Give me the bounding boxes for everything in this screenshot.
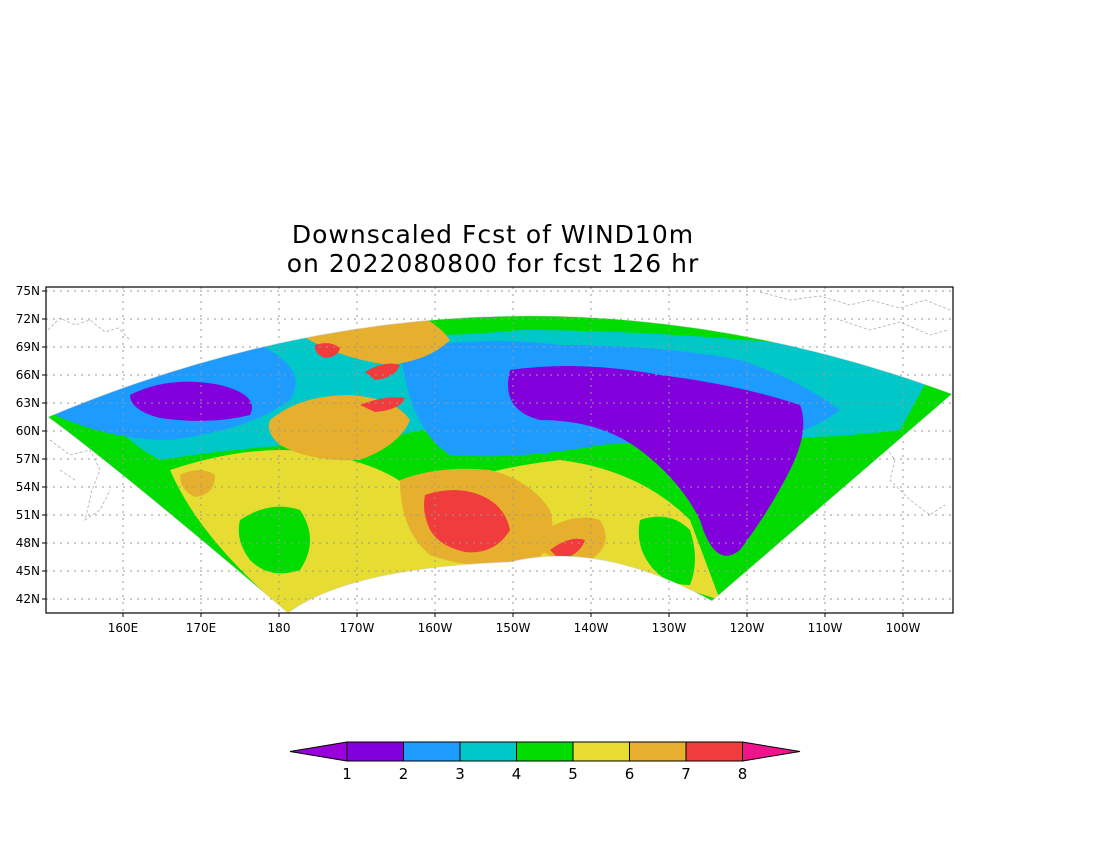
lon-tick-label: 150W — [496, 621, 531, 635]
graticule — [46, 287, 953, 613]
lat-tick-label: 60N — [16, 424, 40, 438]
lon-tick-label: 160E — [108, 621, 139, 635]
lon-tick-label: 170E — [186, 621, 217, 635]
field-region-green-sw — [238, 506, 310, 574]
colorbar-label: 6 — [625, 765, 635, 783]
field-region-purple-west — [130, 381, 252, 421]
colorbar-label: 1 — [342, 765, 352, 783]
lat-tick-label: 75N — [16, 284, 40, 298]
map-title-line2: on 2022080800 for fcst 126 hr — [287, 249, 700, 278]
colorbar-label: 5 — [568, 765, 578, 783]
colorbar-label: 7 — [681, 765, 691, 783]
colorbar-label: 4 — [512, 765, 522, 783]
lon-tick-label: 170W — [340, 621, 375, 635]
colorbar-segment — [403, 741, 461, 762]
colorbar-segment — [346, 741, 404, 762]
lat-tick-label: 63N — [16, 396, 40, 410]
coastline-canada — [759, 291, 951, 516]
lon-tick-label: 100W — [886, 621, 921, 635]
wind-speed-field — [48, 315, 952, 613]
colorbar-segment — [629, 741, 687, 762]
field-region-red-strip1 — [365, 363, 400, 380]
lat-tick-label: 45N — [16, 564, 40, 578]
colorbar-segment — [459, 741, 517, 762]
field-region-red-strip2 — [360, 397, 405, 412]
field-region-purple-central — [508, 366, 804, 556]
colorbar-label: 3 — [455, 765, 465, 783]
field-region-red-se — [550, 538, 585, 560]
lon-tick-label: 110W — [808, 621, 843, 635]
lon-tick-label: 130W — [652, 621, 687, 635]
lon-tick-label: 120W — [730, 621, 765, 635]
lat-tick-label: 66N — [16, 368, 40, 382]
coastline-siberia — [47, 317, 131, 521]
map-frame — [45, 286, 954, 614]
colorbar-segment — [572, 741, 630, 762]
lon-tick-label: 180 — [268, 621, 291, 635]
colorbar-high-arrow — [742, 741, 801, 762]
lat-tick-label: 57N — [16, 452, 40, 466]
lat-tick-label: 72N — [16, 312, 40, 326]
colorbar-low-arrow — [289, 741, 348, 762]
colorbar-segment — [516, 741, 574, 762]
colorbar: 1 2 3 4 5 6 7 8 — [289, 741, 801, 783]
map-title-line1: Downscaled Fcst of WIND10m — [292, 220, 694, 249]
field-region-orange-w — [180, 470, 215, 497]
lon-tick-label: 140W — [574, 621, 609, 635]
lat-tick-label: 69N — [16, 340, 40, 354]
forecast-domain-outline — [47, 315, 953, 614]
colorbar-label: 2 — [399, 765, 409, 783]
colorbar-segment — [685, 741, 743, 762]
field-region-green-se — [638, 516, 695, 585]
coastlines — [47, 291, 951, 521]
field-region-orange-se — [530, 517, 606, 562]
lat-tick-label: 42N — [16, 592, 40, 606]
lon-tick-label: 160W — [418, 621, 453, 635]
lat-tick-label: 51N — [16, 508, 40, 522]
axis-ticks: 75N 72N 69N 66N 63N 60N 57N 54N 51N 48N 45N 42N 160E… — [16, 284, 921, 635]
lat-tick-label: 54N — [16, 480, 40, 494]
colorbar-label: 8 — [738, 765, 748, 783]
lat-tick-label: 48N — [16, 536, 40, 550]
field-region-red-low — [424, 490, 510, 553]
